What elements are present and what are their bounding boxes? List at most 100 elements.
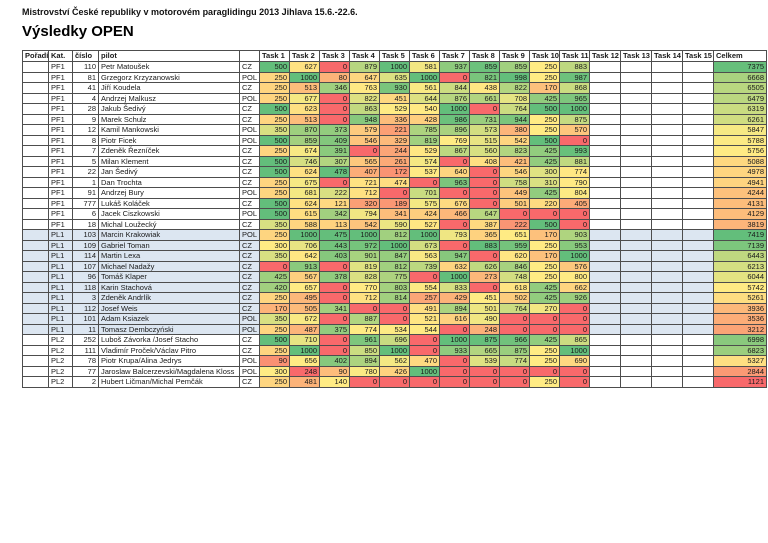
task-cell: 0: [439, 187, 470, 199]
task-cell: 426: [379, 365, 410, 377]
task-cell: [651, 344, 683, 356]
task-cell: 250: [529, 239, 560, 251]
task-cell: 402: [319, 355, 350, 367]
country-cell: POL: [239, 71, 260, 83]
task-cell: 1000: [439, 334, 470, 346]
task-cell: 632: [439, 260, 470, 272]
task-cell: [589, 365, 621, 377]
task-cell: [589, 239, 621, 251]
total-cell: 6261: [713, 113, 767, 125]
task-cell: 894: [349, 355, 380, 367]
task-cell: 677: [289, 92, 320, 104]
task-cell: [651, 323, 683, 335]
column-header: Task 12: [589, 50, 621, 62]
country-cell: CZ: [239, 145, 260, 157]
task-cell: [682, 229, 714, 241]
column-header: Task 3: [319, 50, 350, 62]
task-cell: [589, 218, 621, 230]
pilot-cell: Andrzej Malkusz: [98, 92, 240, 104]
task-cell: [620, 271, 652, 283]
category-cell: PF1: [48, 176, 73, 188]
task-cell: 618: [499, 281, 530, 293]
task-cell: 937: [439, 61, 470, 73]
task-cell: 1000: [349, 229, 380, 241]
task-cell: [651, 218, 683, 230]
table-row: PL2 2 Hubert Ličman/Michal Pemčák CZ 250 481 1…: [22, 376, 767, 388]
pilot-cell: Petr Matoušek: [98, 61, 240, 73]
pilot-cell: Milan Klement: [98, 155, 240, 167]
task-cell: 833: [439, 281, 470, 293]
category-cell: PF1: [48, 113, 73, 125]
task-cell: 963: [439, 176, 470, 188]
task-cell: 300: [259, 239, 290, 251]
task-cell: [651, 208, 683, 220]
pilot-cell: Marek Schulz: [98, 113, 240, 125]
task-cell: 573: [469, 124, 500, 136]
task-cell: 365: [469, 229, 500, 241]
total-cell: 5756: [713, 145, 767, 157]
category-cell: PL1: [48, 229, 73, 241]
task-cell: 424: [409, 208, 440, 220]
task-cell: [620, 323, 652, 335]
country-cell: POL: [239, 208, 260, 220]
pilot-cell: Piotr Krupa/Alina Jedrys: [98, 355, 240, 367]
table-row: PF1 41 Jiří Koudela CZ 250 513 346 763 930 561 844…: [22, 82, 767, 94]
country-cell: POL: [239, 134, 260, 146]
column-header: Task 9: [499, 50, 530, 62]
task-cell: 868: [559, 82, 590, 94]
task-cell: 575: [409, 197, 440, 209]
task-cell: 581: [409, 61, 440, 73]
task-cell: 537: [409, 166, 440, 178]
country-cell: POL: [239, 365, 260, 377]
pilot-number-cell: 107: [72, 260, 99, 272]
task-cell: 865: [559, 334, 590, 346]
table-row: PF1 22 Jan Šedivý CZ 500 624 478 407 172 537 640 0 5…: [22, 166, 767, 178]
total-cell: 6505: [713, 82, 767, 94]
country-cell: POL: [239, 187, 260, 199]
task-cell: [589, 208, 621, 220]
task-cell: 500: [259, 155, 290, 167]
task-cell: 222: [499, 218, 530, 230]
task-cell: 405: [559, 197, 590, 209]
task-cell: [589, 166, 621, 178]
pilot-number-cell: 81: [72, 71, 99, 83]
task-cell: 894: [439, 302, 470, 314]
country-cell: POL: [239, 323, 260, 335]
task-cell: [589, 197, 621, 209]
task-cell: 425: [529, 155, 560, 167]
task-cell: 883: [559, 61, 590, 73]
task-cell: 420: [259, 281, 290, 293]
task-cell: 0: [499, 208, 530, 220]
task-cell: 500: [529, 134, 560, 146]
category-cell: PL2: [48, 376, 73, 388]
task-cell: 250: [259, 176, 290, 188]
pilot-number-cell: 6: [72, 208, 99, 220]
task-cell: 563: [409, 250, 440, 262]
table-row: PF1 8 Piotr Ficek POL 500 859 409 546 329 819 769 5…: [22, 134, 767, 146]
task-cell: 913: [289, 260, 320, 272]
task-cell: 544: [409, 323, 440, 335]
pilot-number-cell: 91: [72, 187, 99, 199]
category-cell: PF1: [48, 187, 73, 199]
pilot-cell: Karin Stachová: [98, 281, 240, 293]
country-cell: CZ: [239, 61, 260, 73]
table-row: PL1 96 Tomáš Klaper CZ 425 567 378 828 775 0 1000 2…: [22, 271, 767, 283]
pilot-number-cell: 110: [72, 61, 99, 73]
task-cell: 0: [379, 302, 410, 314]
task-cell: 0: [439, 376, 470, 388]
task-cell: 341: [379, 208, 410, 220]
task-cell: [682, 323, 714, 335]
task-cell: [620, 145, 652, 157]
task-cell: 250: [529, 376, 560, 388]
task-cell: 1000: [289, 229, 320, 241]
task-cell: 690: [559, 355, 590, 367]
task-cell: 764: [499, 302, 530, 314]
task-cell: [651, 334, 683, 346]
total-cell: 6319: [713, 103, 767, 115]
table-row: PL2 111 Vladimír Proček/Václav Pitro CZ 250 1…: [22, 344, 767, 356]
task-cell: 320: [349, 197, 380, 209]
pilot-cell: Vladimír Proček/Václav Pitro: [98, 344, 240, 356]
total-cell: 7139: [713, 239, 767, 251]
task-cell: [589, 323, 621, 335]
task-cell: 220: [529, 197, 560, 209]
